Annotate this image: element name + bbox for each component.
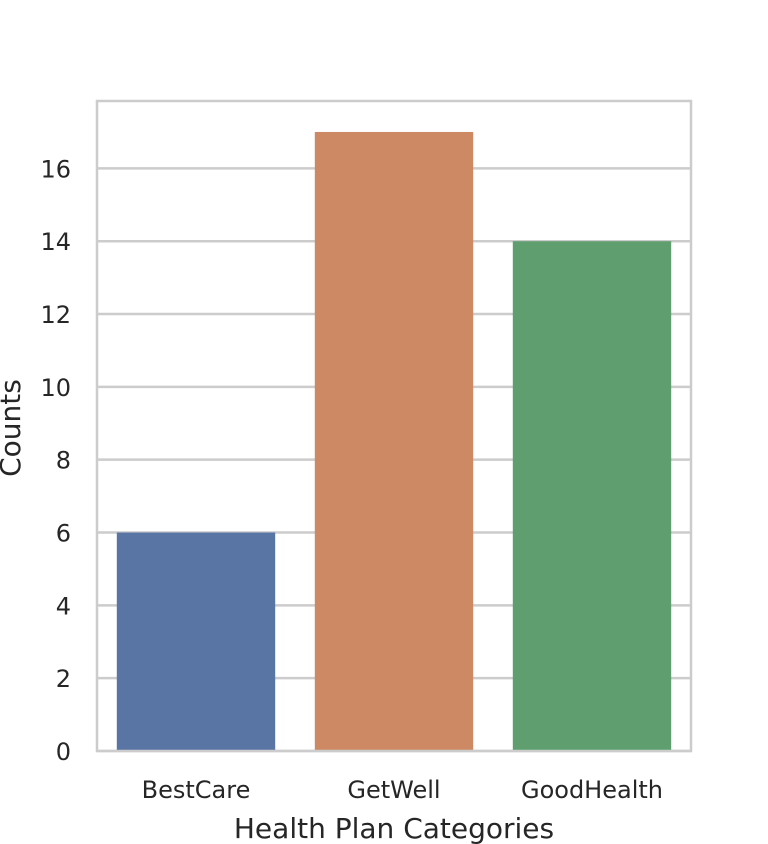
x-tick-label: BestCare <box>142 776 251 804</box>
bar-goodhealth <box>512 241 672 751</box>
y-tick-label: 6 <box>56 520 71 548</box>
y-tick-labels: 0 2 4 6 8 10 12 14 16 <box>40 155 71 766</box>
x-tick-label: GetWell <box>347 776 440 804</box>
bars <box>116 131 672 751</box>
x-tick-labels: BestCare GetWell GoodHealth <box>142 776 663 804</box>
bar-getwell <box>314 131 474 751</box>
bar-bestcare <box>116 532 276 751</box>
y-axis-label: Counts <box>0 379 27 477</box>
x-tick-label: GoodHealth <box>521 776 663 804</box>
y-tick-label: 4 <box>56 592 71 620</box>
y-tick-label: 16 <box>40 155 71 183</box>
plot-frame <box>95 99 693 753</box>
y-tick-label: 2 <box>56 665 71 693</box>
y-tick-label: 8 <box>56 447 71 475</box>
y-tick-label: 14 <box>40 228 71 256</box>
y-tick-label: 10 <box>40 374 71 402</box>
x-axis-label: Health Plan Categories <box>234 812 554 844</box>
y-tick-label: 12 <box>40 301 71 329</box>
y-tick-label: 0 <box>56 738 71 766</box>
